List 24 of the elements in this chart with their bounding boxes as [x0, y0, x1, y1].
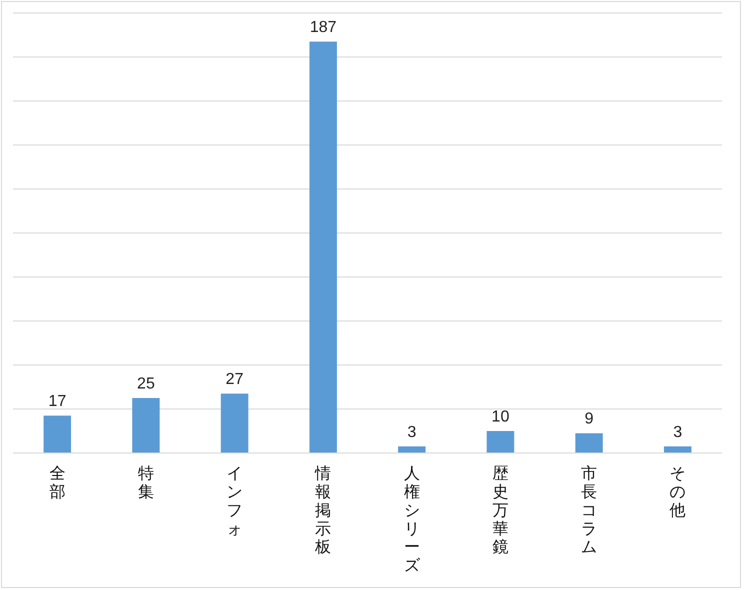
- x-tick-label: 歴史万華鏡: [492, 466, 508, 556]
- bar: [132, 398, 160, 452]
- bar: [44, 416, 72, 452]
- data-label: 9: [584, 410, 594, 428]
- data-label: 3: [407, 424, 416, 441]
- data-label: 25: [137, 375, 155, 392]
- data-label: 17: [48, 393, 66, 410]
- x-tick-label: 情報掲示板: [314, 464, 332, 556]
- bar: [309, 42, 337, 452]
- x-tick-label: 全部: [49, 466, 66, 502]
- x-tick-label: 人権シリーズ: [404, 466, 421, 575]
- bar: [486, 431, 514, 452]
- bar: [664, 446, 692, 452]
- bar: [220, 394, 248, 452]
- x-tick-label: 市長コラム: [581, 464, 598, 556]
- x-tick-label: インフォ: [226, 466, 243, 538]
- data-label: 10: [492, 408, 510, 426]
- bar: [575, 433, 603, 452]
- data-label: 187: [310, 19, 337, 36]
- data-label: 3: [673, 424, 682, 441]
- x-tick-label: 特集: [138, 464, 154, 502]
- x-tick-label: その他: [670, 466, 686, 520]
- data-label: 27: [226, 371, 244, 388]
- bar: [398, 446, 426, 452]
